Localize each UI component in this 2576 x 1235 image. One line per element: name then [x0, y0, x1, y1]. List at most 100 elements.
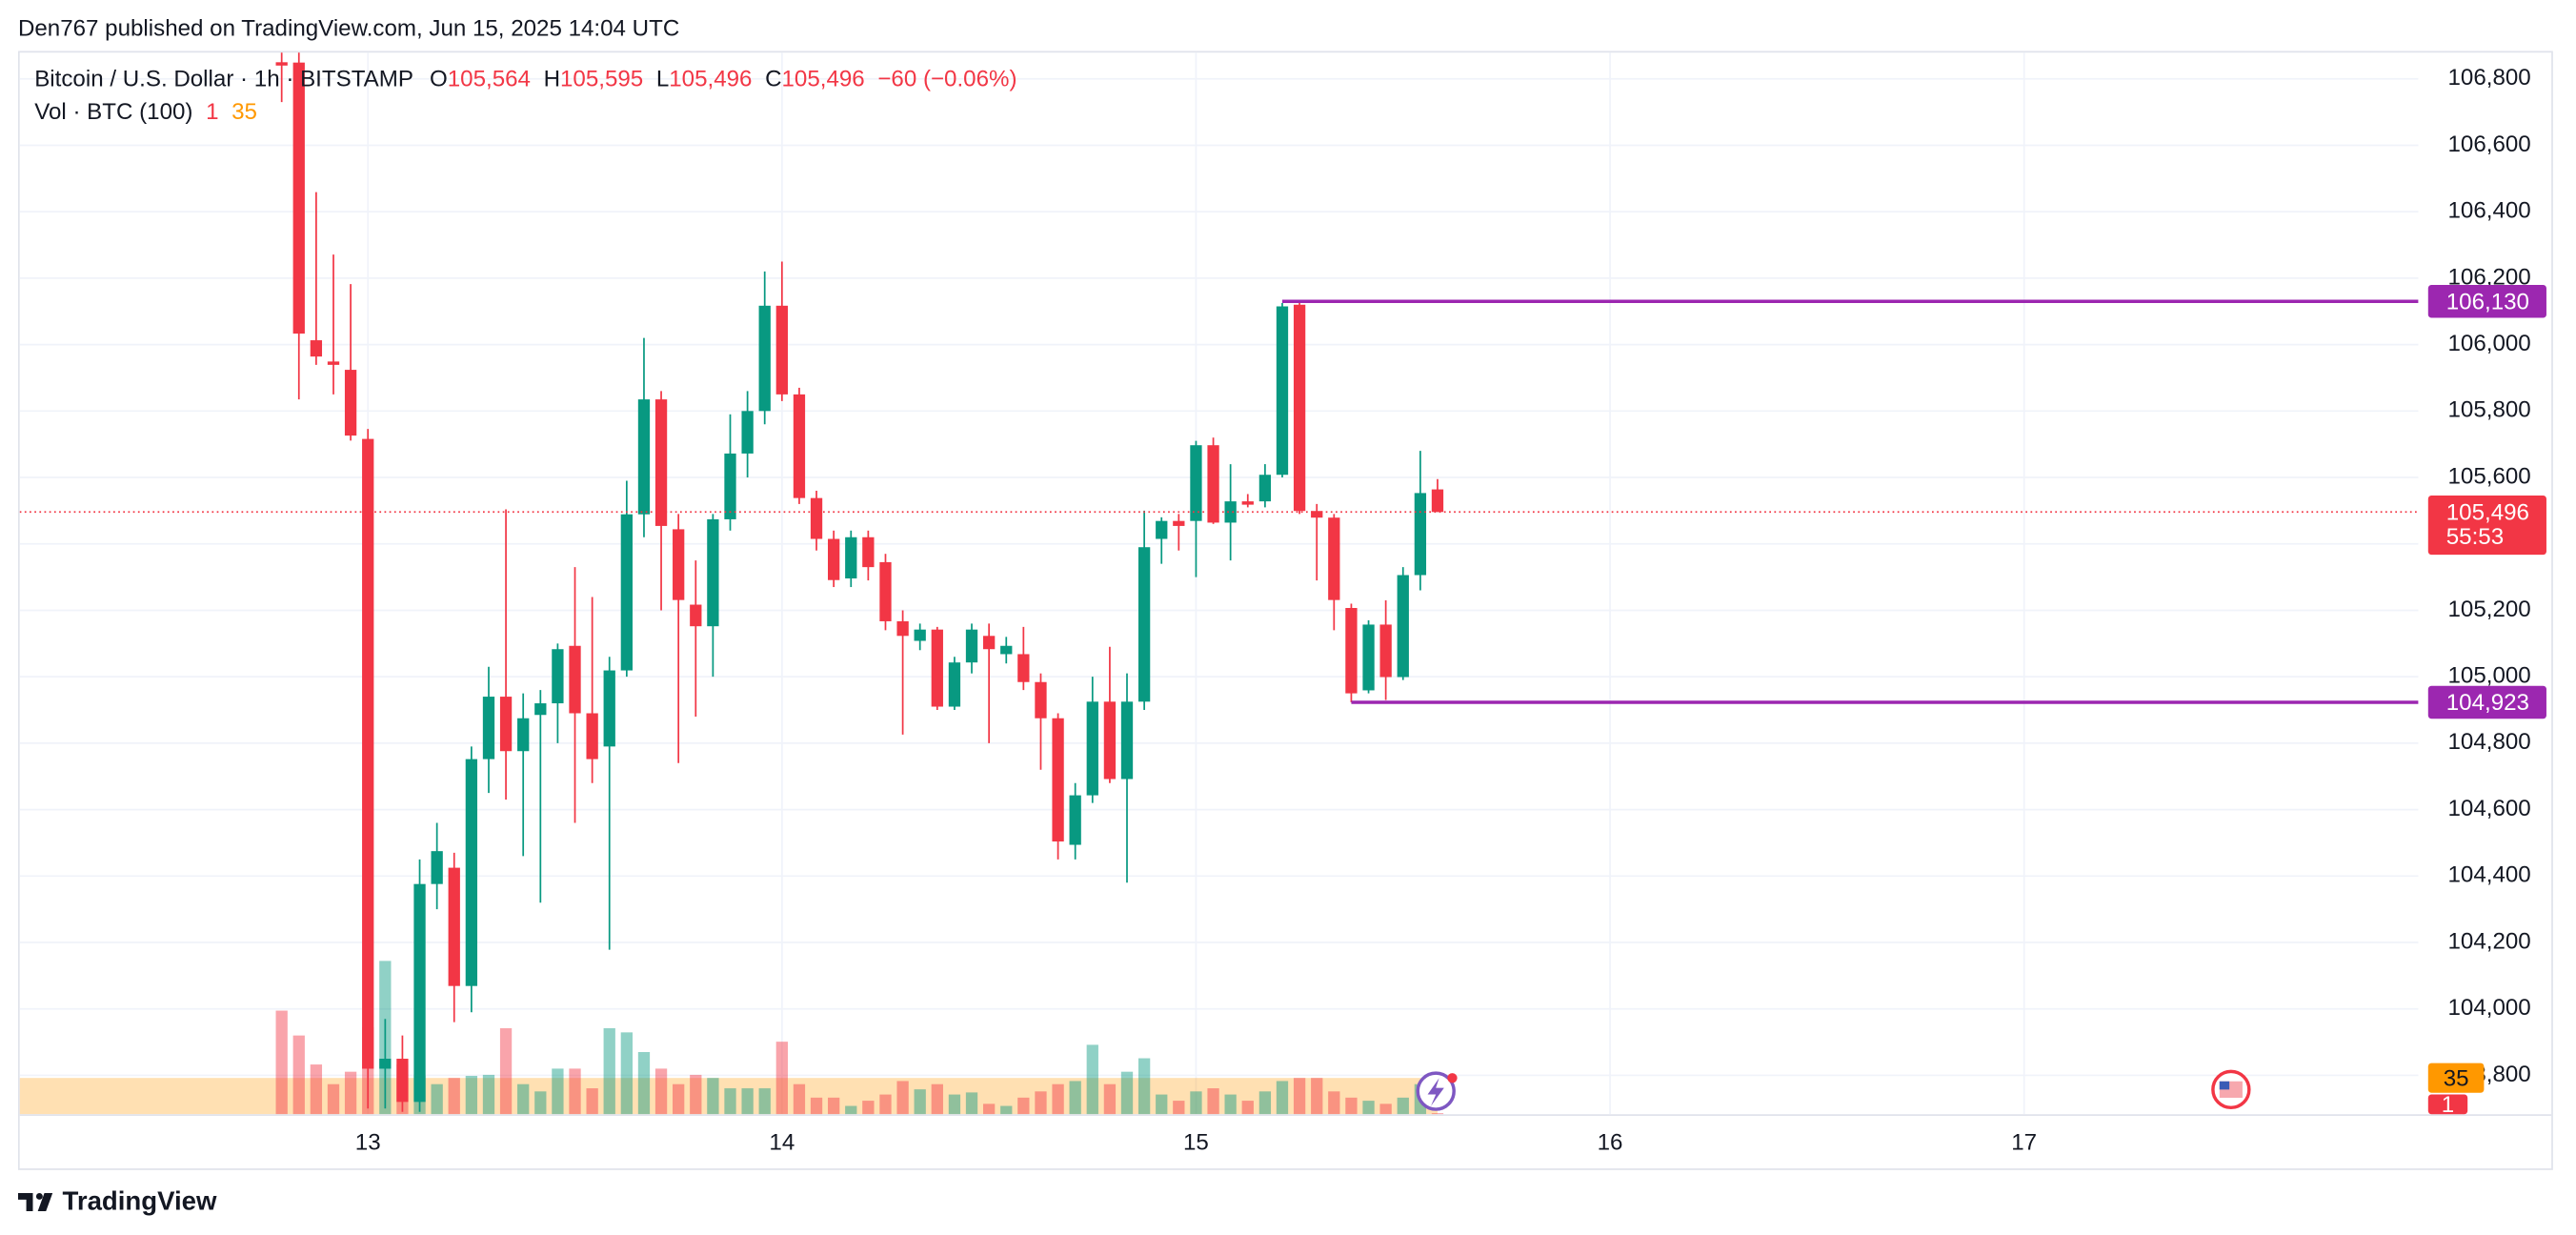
- volume-bar: [931, 1083, 943, 1115]
- ohlc-key: C: [765, 67, 781, 92]
- y-tick-label: 104,000: [2447, 995, 2530, 1021]
- y-tick-label: 105,200: [2447, 597, 2530, 622]
- level-badge: [2427, 685, 2546, 719]
- snapshot-icon[interactable]: [1416, 1071, 1458, 1111]
- plot: [19, 52, 2419, 1115]
- candle-body: [914, 629, 926, 641]
- ohlc-value: 105,595: [560, 67, 643, 92]
- candle-body: [690, 604, 702, 627]
- volume-bar: [1173, 1101, 1185, 1115]
- candle-body: [1311, 511, 1323, 518]
- y-tick-label: 106,400: [2447, 198, 2530, 224]
- y-tick-label: 106,000: [2447, 331, 2530, 356]
- ohlc-key: L: [656, 67, 669, 92]
- volume-bar: [499, 1028, 513, 1115]
- ohlc-value: 105,496: [669, 67, 752, 92]
- volume-bar: [310, 1064, 323, 1115]
- volume-bar: [517, 1083, 530, 1115]
- volume-bar: [965, 1092, 978, 1115]
- volume-bar: [534, 1091, 547, 1115]
- candle-body: [344, 370, 357, 436]
- volume-bar: [482, 1074, 495, 1115]
- y-tick-label: 106,800: [2447, 65, 2530, 91]
- volume-last-label: 1: [2442, 1092, 2454, 1118]
- volume-bar: [775, 1042, 788, 1115]
- candle-body: [552, 649, 564, 704]
- candle-body: [413, 883, 426, 1103]
- axes: 103,800104,000104,200104,400104,600104,8…: [355, 65, 2546, 1156]
- volume-bar: [879, 1094, 892, 1115]
- x-tick-label: 17: [2011, 1130, 2037, 1156]
- logo-mark: [17, 1193, 53, 1211]
- countdown: 55:53: [2446, 524, 2504, 550]
- volume-bar: [637, 1052, 651, 1115]
- volume-bar: [1345, 1097, 1358, 1115]
- volume-bar: [896, 1081, 909, 1115]
- candle-body: [603, 670, 615, 747]
- events-flag[interactable]: [2211, 1069, 2251, 1110]
- candle-body: [1137, 547, 1151, 702]
- icon-bolt: [1427, 1078, 1444, 1106]
- candle-body: [931, 629, 943, 707]
- candle-body: [1293, 304, 1306, 512]
- volume-bar: [1311, 1078, 1323, 1115]
- candle-body: [1120, 701, 1134, 779]
- volume-bar: [1241, 1101, 1254, 1115]
- candle-body: [741, 411, 754, 454]
- change: −60 (−0.06%): [877, 67, 1016, 92]
- candle-body: [1431, 489, 1444, 513]
- candle-body: [724, 453, 736, 519]
- candle-body: [1103, 701, 1117, 779]
- volume-bar: [275, 1010, 288, 1115]
- volume-bar: [654, 1068, 668, 1115]
- candle-body: [482, 697, 495, 759]
- x-tick-label: 15: [1183, 1130, 1209, 1156]
- candle-body: [1156, 520, 1168, 539]
- candle-body: [1052, 718, 1064, 842]
- candle-body: [499, 697, 513, 752]
- candle-body: [965, 629, 978, 663]
- volume-bar: [1276, 1081, 1289, 1115]
- candle-body: [879, 561, 892, 621]
- volume-bar: [862, 1101, 875, 1115]
- candle-body: [1362, 624, 1375, 691]
- candle-body: [1000, 645, 1013, 655]
- volume-bar: [982, 1103, 996, 1115]
- volume-bar: [448, 1078, 460, 1115]
- y-tick-label: 105,600: [2447, 463, 2530, 489]
- volume-ma-label: 35: [2444, 1065, 2469, 1091]
- candle-body: [793, 394, 806, 498]
- ohlc-key: O: [430, 67, 448, 92]
- volume-bar: [1190, 1091, 1202, 1115]
- candle-body: [327, 361, 340, 365]
- volume-bar: [1379, 1103, 1392, 1115]
- candle-body: [465, 759, 478, 986]
- footer-text: TradingView: [63, 1186, 217, 1216]
- logo-dot: [35, 1193, 43, 1200]
- volume-bar: [465, 1076, 478, 1115]
- candle-body: [517, 718, 530, 752]
- volume-bar: [603, 1028, 615, 1115]
- candle-body: [396, 1059, 409, 1103]
- volume-bar: [793, 1083, 806, 1115]
- footer-logo[interactable]: TradingView: [17, 1186, 217, 1216]
- y-tick-label: 106,600: [2447, 132, 2530, 157]
- candle-body: [828, 538, 840, 580]
- y-tick-label: 104,600: [2447, 796, 2530, 821]
- volume-bar: [1207, 1088, 1219, 1115]
- volume-bar: [1069, 1081, 1081, 1115]
- candle-body: [1241, 501, 1254, 505]
- candle-body: [1397, 575, 1409, 678]
- candle-body: [1207, 445, 1219, 523]
- level-label: 106,130: [2446, 289, 2529, 314]
- volume-bar: [741, 1088, 754, 1115]
- y-tick-label: 104,400: [2447, 862, 2530, 888]
- candle-body: [982, 636, 996, 650]
- candle-body: [1328, 517, 1340, 600]
- candle-body: [758, 305, 771, 412]
- candle-body: [448, 867, 460, 986]
- last-price-label: 105,496: [2446, 499, 2529, 525]
- volume-bar: [1120, 1071, 1134, 1115]
- volume-bar: [1224, 1094, 1237, 1115]
